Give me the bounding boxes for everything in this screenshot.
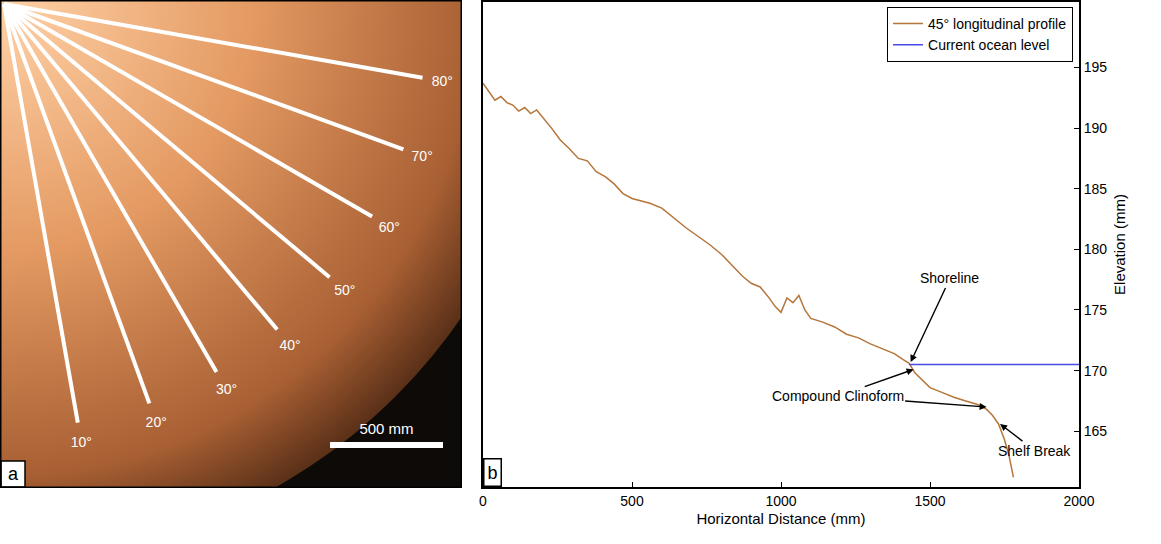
svg-text:Horizontal Distance (mm): Horizontal Distance (mm)	[696, 510, 865, 527]
svg-text:170: 170	[1084, 363, 1108, 379]
svg-text:Current ocean level: Current ocean level	[928, 37, 1049, 53]
svg-text:Shoreline: Shoreline	[920, 270, 979, 286]
svg-text:175: 175	[1084, 302, 1108, 318]
svg-text:180: 180	[1084, 241, 1108, 257]
svg-text:0: 0	[479, 493, 487, 509]
svg-text:500: 500	[620, 493, 644, 509]
svg-text:2000: 2000	[1063, 493, 1094, 509]
svg-text:80°: 80°	[432, 73, 453, 89]
svg-text:1500: 1500	[914, 493, 945, 509]
svg-text:40°: 40°	[279, 337, 300, 353]
svg-text:Compound Clinoform: Compound Clinoform	[772, 388, 904, 404]
svg-text:30°: 30°	[216, 381, 237, 397]
svg-text:Shelf Break: Shelf Break	[998, 443, 1071, 459]
svg-text:Compound Clinoform: Compound Clinoform	[772, 388, 904, 404]
svg-text:a: a	[8, 464, 19, 484]
svg-text:b: b	[488, 463, 498, 483]
svg-text:195: 195	[1084, 59, 1108, 75]
svg-text:1000: 1000	[765, 493, 796, 509]
svg-text:70°: 70°	[412, 148, 433, 164]
svg-text:500 mm: 500 mm	[359, 420, 413, 437]
svg-text:10°: 10°	[71, 434, 92, 450]
svg-text:185: 185	[1084, 181, 1108, 197]
svg-text:Elevation (mm): Elevation (mm)	[1111, 194, 1128, 295]
svg-text:60°: 60°	[379, 219, 400, 235]
svg-text:50°: 50°	[334, 282, 355, 298]
svg-text:190: 190	[1084, 120, 1108, 136]
svg-text:45° longitudinal profile: 45° longitudinal profile	[928, 16, 1066, 32]
svg-text:165: 165	[1084, 423, 1108, 439]
svg-text:20°: 20°	[146, 414, 167, 430]
